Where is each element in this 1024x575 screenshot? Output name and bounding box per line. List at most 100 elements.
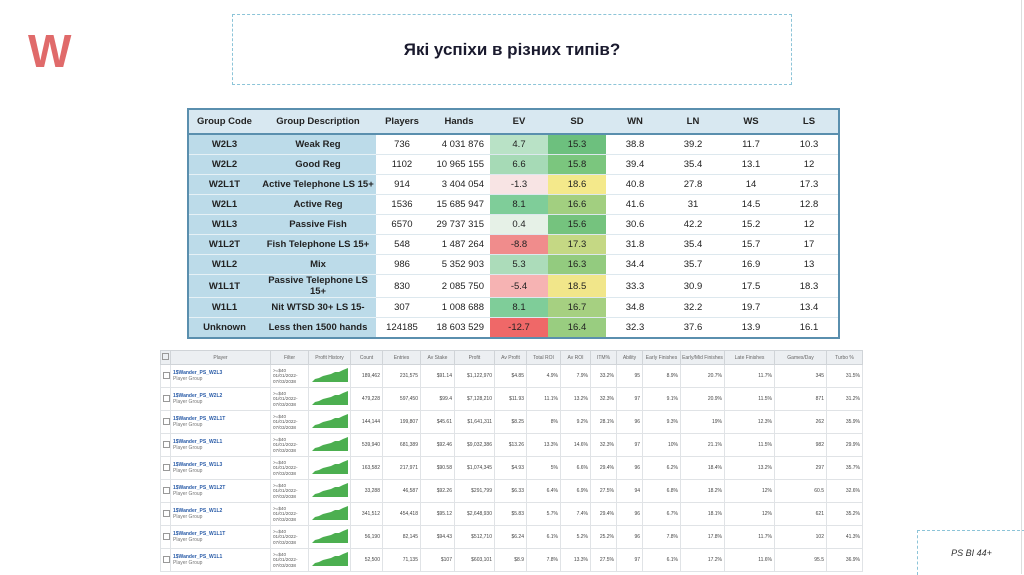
- column-header[interactable]: Filter: [270, 350, 309, 365]
- player-name[interactable]: 1$Wander_PS_W2L1: [173, 439, 223, 445]
- table-cell: $512,710: [454, 525, 495, 549]
- player-table: Player Filter Profit History Count Entries Av…: [160, 350, 863, 572]
- table-cell: 19.7: [722, 297, 780, 318]
- column-header[interactable]: Av Stake: [420, 350, 455, 365]
- checkbox[interactable]: [163, 394, 170, 402]
- player-group: Player Group: [173, 399, 203, 405]
- table-cell: 11.7: [722, 133, 780, 155]
- table-cell: 12%: [724, 502, 775, 526]
- table-cell: 94: [616, 479, 643, 503]
- sparkline: [312, 414, 348, 428]
- table-cell: $4.85: [494, 364, 527, 388]
- table-cell: W2L1T: [188, 174, 260, 195]
- sparkline-area: [312, 483, 348, 497]
- column-header: LN: [664, 109, 722, 135]
- table-cell: 16.1: [780, 317, 839, 338]
- table-cell: 13.3%: [526, 433, 561, 457]
- table-row: W2L2 Good Reg 1102 10 965 155 6.6 15.8 39.4 35.…: [188, 154, 839, 175]
- footer: PS BI 44+: [917, 530, 1024, 575]
- column-header[interactable]: Ability: [616, 350, 643, 365]
- table-cell: 38.8: [606, 133, 664, 155]
- player-name[interactable]: 1$Wander_PS_W1L1: [173, 554, 223, 560]
- table-cell: 31.8: [606, 234, 664, 255]
- table-cell: $6.24: [494, 525, 527, 549]
- filter-line: 01/01/2022-: [273, 511, 298, 517]
- select-cell[interactable]: [160, 456, 171, 480]
- table-cell: 13.9: [722, 317, 780, 338]
- player-name[interactable]: 1$Wander_PS_W1L2: [173, 508, 223, 514]
- table-cell: 5.2%: [560, 525, 591, 549]
- select-cell[interactable]: [160, 479, 171, 503]
- table-cell: 7.8%: [526, 548, 561, 572]
- table-cell: 71,135: [382, 548, 421, 572]
- column-header[interactable]: Late Finishes: [724, 350, 775, 365]
- column-header[interactable]: Entries: [382, 350, 421, 365]
- group-table: Group Code Group Description Players Hands E…: [187, 108, 840, 339]
- table-cell: 34.4: [606, 254, 664, 275]
- checkbox[interactable]: [163, 440, 170, 448]
- player-group: Player Group: [173, 491, 203, 497]
- table-cell: $6.33: [494, 479, 527, 503]
- table-cell: 13.1: [722, 154, 780, 175]
- table-row: W1L1 Nit WTSD 30+ LS 15- 307 1 008 688 8.1 16…: [188, 297, 839, 318]
- table-cell: 34.8: [606, 297, 664, 318]
- player-name[interactable]: 1$Wander_PS_W2L1T: [173, 416, 226, 422]
- select-cell[interactable]: [160, 548, 171, 572]
- column-header[interactable]: ITM%: [590, 350, 617, 365]
- column-header[interactable]: Profit: [454, 350, 495, 365]
- table-cell: 16.3: [548, 254, 606, 275]
- select-cell[interactable]: [160, 433, 171, 457]
- column-header[interactable]: Profit History: [308, 350, 351, 365]
- select-cell[interactable]: [160, 525, 171, 549]
- checkbox[interactable]: [163, 532, 170, 540]
- column-header[interactable]: Count: [350, 350, 383, 365]
- table-cell: 31: [664, 194, 722, 215]
- checkbox[interactable]: [163, 555, 170, 563]
- checkbox[interactable]: [163, 371, 170, 379]
- table-cell: 5 352 903: [428, 254, 490, 275]
- player-name[interactable]: 1$Wander_PS_W1L1T: [173, 531, 226, 537]
- table-cell: 102: [774, 525, 827, 549]
- player-name[interactable]: 1$Wander_PS_W2L3: [173, 370, 223, 376]
- select-cell[interactable]: [160, 364, 171, 388]
- table-cell: 479,228: [350, 387, 383, 411]
- table-cell: 830: [376, 274, 428, 298]
- column-header[interactable]: Games/Day: [774, 350, 827, 365]
- filter-line: >=$40: [273, 528, 287, 534]
- column-header[interactable]: Turbo %: [826, 350, 863, 365]
- checkbox[interactable]: [163, 463, 170, 471]
- header-row: Player Filter Profit History Count Entries Av…: [160, 350, 863, 365]
- select-all[interactable]: [160, 350, 171, 365]
- column-header[interactable]: Player: [170, 350, 271, 365]
- filter-line: 01/01/2022-: [273, 396, 298, 402]
- table-row: W2L3 Weak Reg 736 4 031 876 4.7 15.3 38.8 39.2 1…: [188, 133, 839, 155]
- table-row: 1$Wander_PS_W2L3 Player Group >=$40 01/01/2…: [160, 364, 863, 388]
- checkbox[interactable]: [163, 486, 170, 494]
- table-cell: 5%: [526, 456, 561, 480]
- select-cell[interactable]: [160, 410, 171, 434]
- table-cell: 32.3: [606, 317, 664, 338]
- column-header[interactable]: Av Profit: [494, 350, 527, 365]
- column-header[interactable]: Av ROI: [560, 350, 591, 365]
- checkbox[interactable]: [163, 417, 170, 425]
- select-cell[interactable]: [160, 502, 171, 526]
- column-header[interactable]: Total ROI: [526, 350, 561, 365]
- player-name[interactable]: 1$Wander_PS_W1L3: [173, 462, 223, 468]
- table-cell: 13.2%: [560, 387, 591, 411]
- select-cell[interactable]: [160, 387, 171, 411]
- checkbox[interactable]: [163, 509, 170, 517]
- column-header[interactable]: Early Finishes: [642, 350, 681, 365]
- table-cell: W2L1: [188, 194, 260, 215]
- table-cell: $9,032,386: [454, 433, 495, 457]
- column-header[interactable]: Early/Mid Finishes: [680, 350, 725, 365]
- table-cell: 96: [616, 456, 643, 480]
- table-cell: Weak Reg: [260, 133, 376, 155]
- checkbox[interactable]: [162, 353, 169, 360]
- table-cell: 16.4: [548, 317, 606, 338]
- filter-line: 01/01/2022-: [273, 465, 298, 471]
- filter-line: >=$40: [273, 367, 287, 373]
- table-cell: 14: [722, 174, 780, 195]
- table-cell: 9.3%: [642, 410, 681, 434]
- player-name[interactable]: 1$Wander_PS_W2L2: [173, 393, 223, 399]
- player-name[interactable]: 1$Wander_PS_W1L2T: [173, 485, 226, 491]
